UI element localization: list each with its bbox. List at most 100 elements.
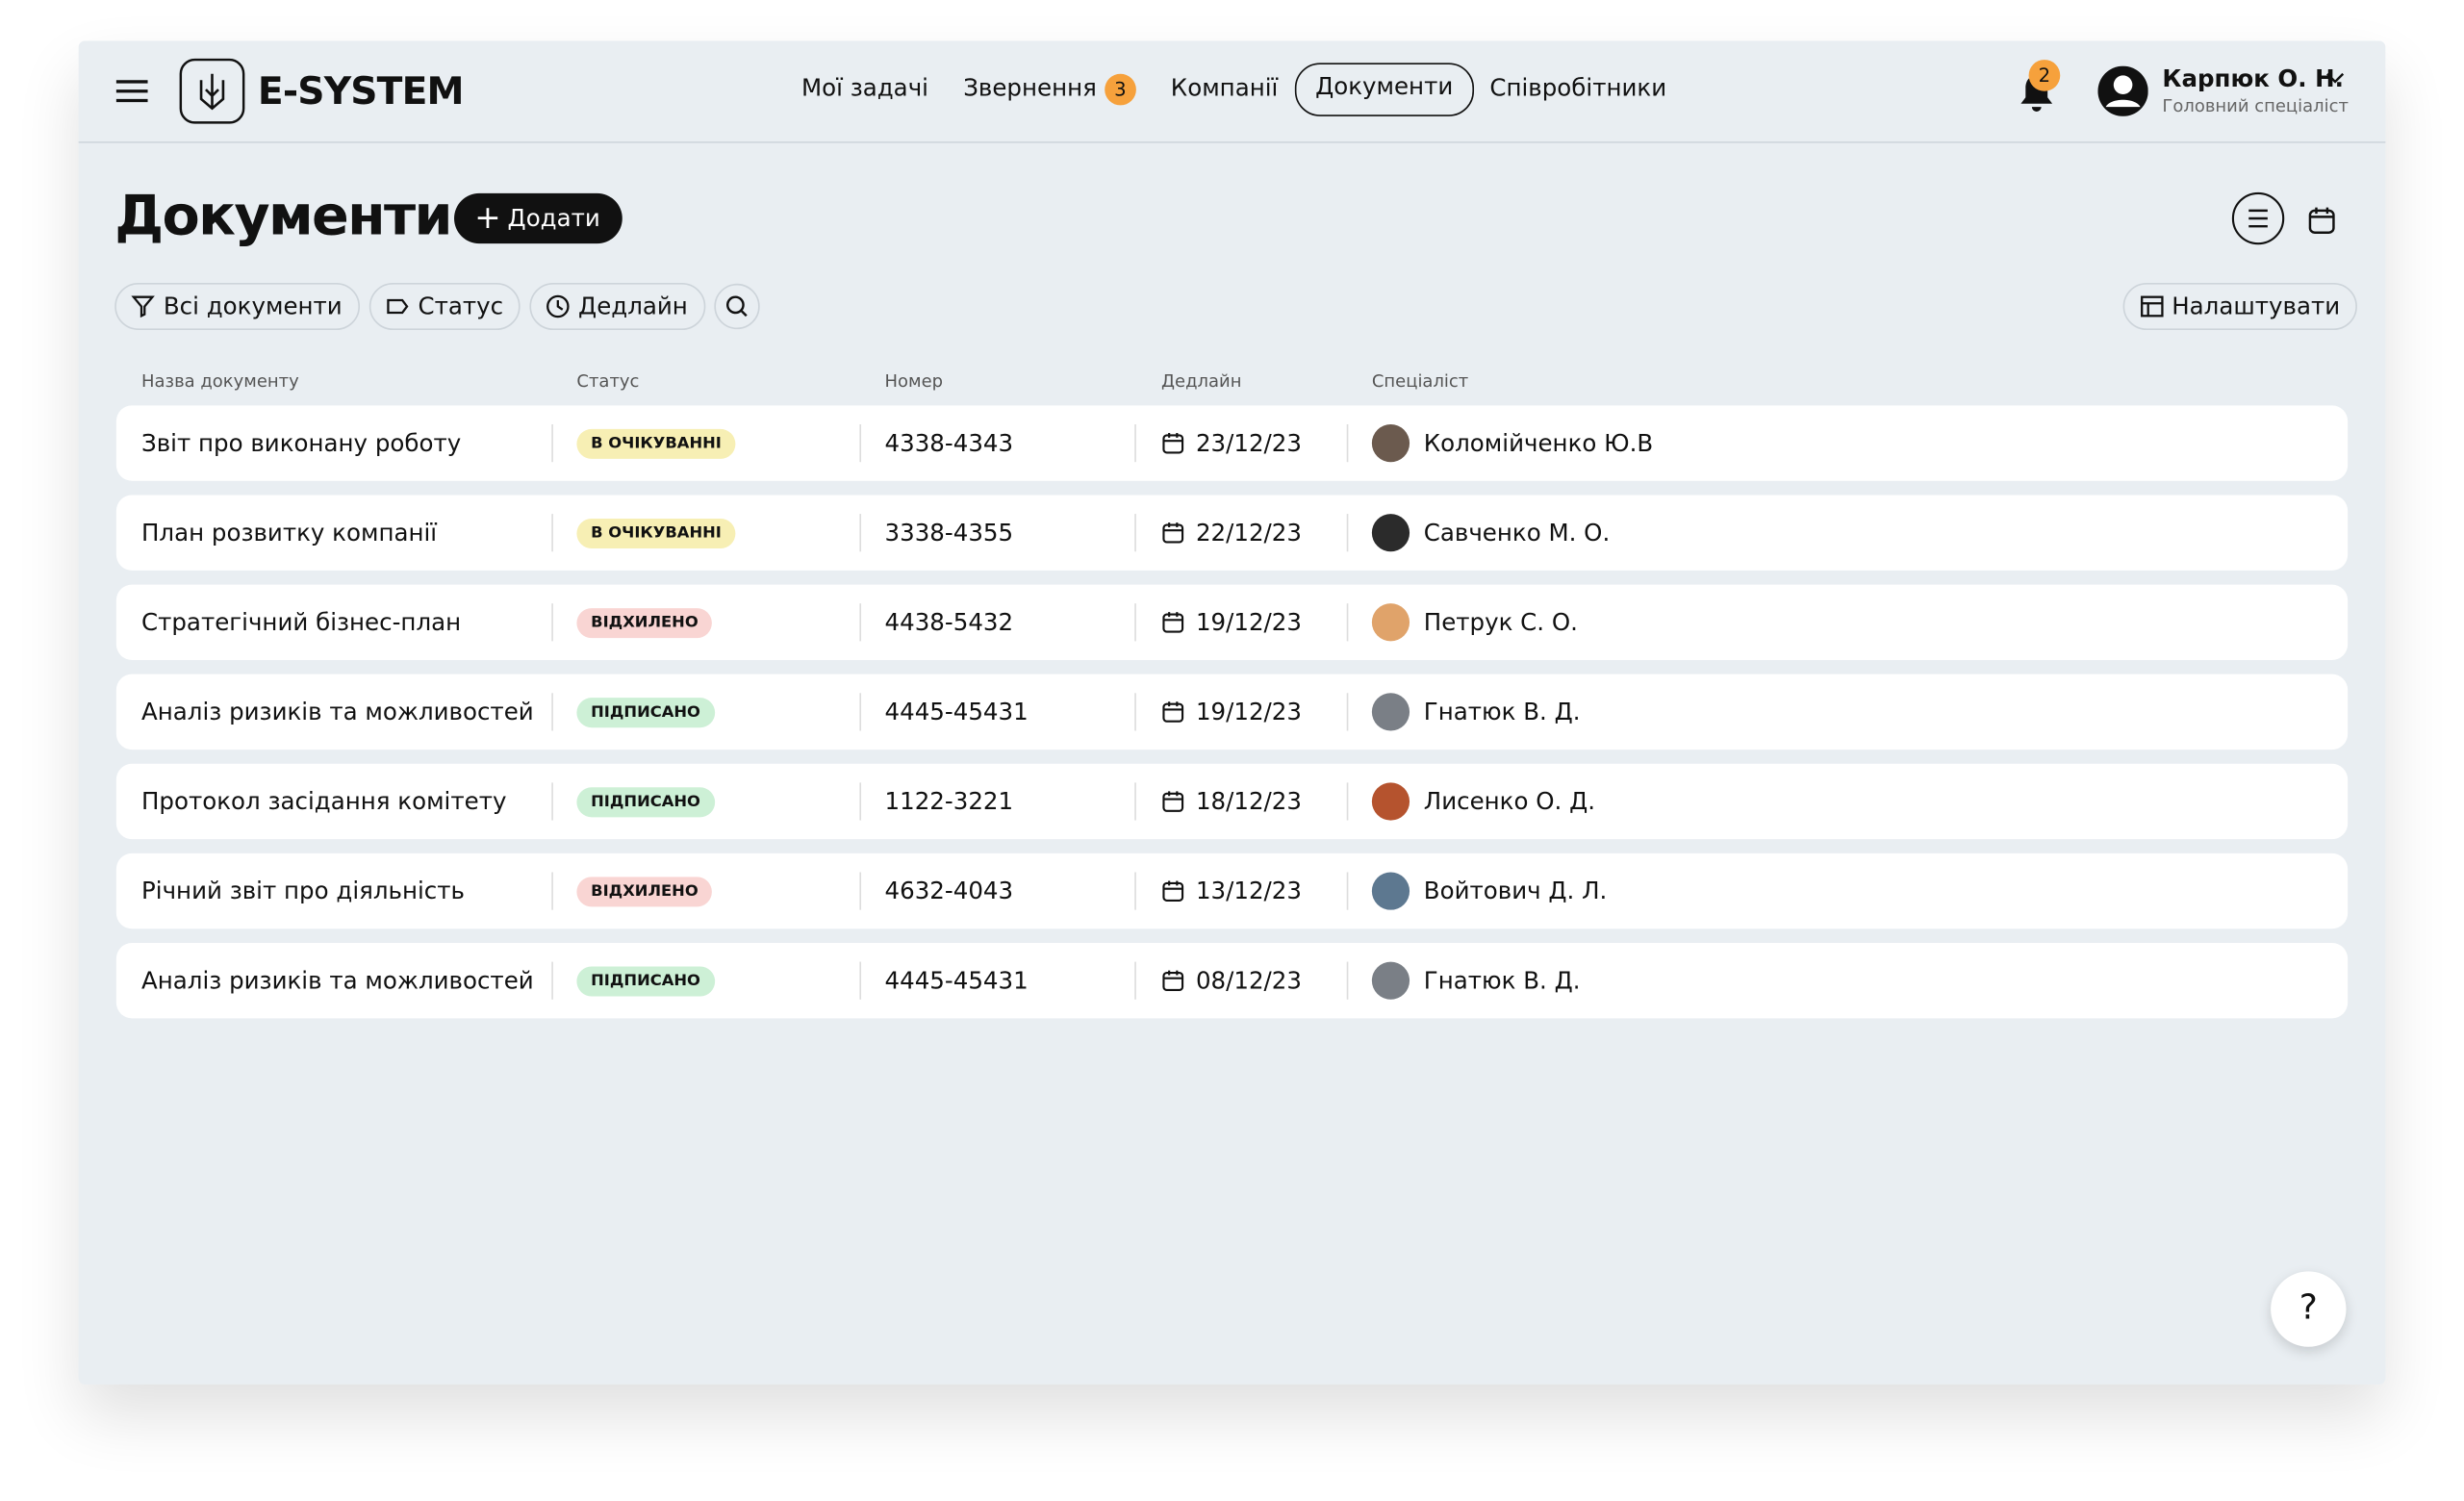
settings-button[interactable]: Налаштувати [2122, 282, 2358, 330]
nav-label: Звернення [963, 73, 1097, 103]
specialist-avatar [1371, 782, 1410, 821]
status-tag: В ОЧІКУВАННІ [576, 428, 736, 459]
document-name: Річний звіт про діяльність [140, 877, 465, 905]
document-number: 1122-3221 [884, 787, 1014, 816]
calendar-icon [1162, 970, 1184, 992]
user-avatar[interactable] [2097, 65, 2148, 116]
table-row[interactable]: Звіт про виконану роботу В ОЧІКУВАННІ 4338… [115, 405, 2349, 481]
logo-icon [179, 58, 245, 124]
filter-button[interactable]: Статус [368, 282, 521, 330]
status-tag: ВІДХИЛЕНО [576, 877, 713, 907]
chevron[interactable] [2325, 70, 2345, 86]
deadline: 19/12/23 [1195, 608, 1302, 637]
menu-icon[interactable] [114, 75, 151, 107]
column-divider [1346, 872, 1349, 910]
document-name: План розвитку компанії [140, 518, 438, 547]
table-row[interactable]: Аналіз ризиків та можливостей ПІДПИСАНО 44… [115, 942, 2349, 1019]
filter-icon [546, 294, 570, 318]
column-divider [859, 514, 862, 552]
document-number: 4338-4343 [884, 428, 1014, 458]
table-row[interactable]: Стратегічний бізнес-план ВІДХИЛЕНО 4438-54… [115, 584, 2349, 660]
filter-button[interactable]: Всі документи [114, 282, 360, 330]
column-divider [551, 872, 553, 910]
status-tag: ПІДПИСАНО [576, 966, 715, 997]
calendar-icon [1162, 880, 1184, 902]
specialist-name: Коломійченко Ю.В [1423, 428, 1654, 458]
filter-label: Дедлайн [578, 292, 688, 321]
table-row[interactable]: Аналіз ризиків та можливостей ПІДПИСАНО 44… [115, 674, 2349, 750]
nav-item[interactable]: Мої задачі [782, 63, 947, 113]
calendar-icon [1162, 701, 1184, 723]
specialist-name: Лисенко О. Д. [1423, 787, 1596, 816]
column-divider [1134, 961, 1136, 1000]
user-name[interactable]: Карпюк О. Н. [2162, 64, 2344, 93]
calendar-icon [1162, 432, 1184, 454]
specialist-avatar [1371, 423, 1410, 463]
deadline: 18/12/23 [1195, 787, 1302, 816]
calendar-icon [1162, 791, 1184, 812]
nav-item[interactable]: Компанії [1152, 63, 1297, 113]
column-header: Номер [884, 370, 944, 392]
nav-item[interactable]: Документи [1294, 63, 1474, 116]
column-divider [1346, 961, 1349, 1000]
column-divider [1346, 693, 1349, 731]
column-divider [551, 961, 553, 1000]
document-number: 4445-45431 [884, 698, 1029, 726]
status-tag: ВІДХИЛЕНО [576, 608, 713, 639]
column-divider [551, 693, 553, 731]
specialist-avatar [1371, 872, 1410, 910]
status-tag: ПІДПИСАНО [576, 787, 715, 818]
deadline: 23/12/23 [1195, 428, 1302, 458]
deadline: 22/12/23 [1195, 518, 1302, 547]
add-label: Додати [507, 204, 600, 233]
filter-button[interactable]: Дедлайн [529, 282, 705, 330]
nav-item[interactable]: Звернення 3 [945, 63, 1156, 113]
column-header: Статус [576, 370, 640, 392]
column-header: Спеціаліст [1371, 370, 1469, 392]
document-number: 4438-5432 [884, 608, 1014, 637]
column-divider [859, 782, 862, 821]
settings-label: Налаштувати [2172, 292, 2341, 321]
specialist-name: Войтович Д. Л. [1423, 877, 1608, 905]
column-header: Дедлайн [1161, 370, 1242, 392]
column-divider [1346, 782, 1349, 821]
calendar-view-button[interactable] [2307, 204, 2339, 236]
specialist-name: Гнатюк В. Д. [1423, 698, 1581, 726]
table-row[interactable]: План розвитку компанії В ОЧІКУВАННІ 3338-4… [115, 495, 2349, 571]
app-window: E-SYSTEM Мої задачі Звернення 3 Компанії Док… [78, 40, 2386, 1385]
page-title: Документи [114, 185, 452, 249]
column-divider [1134, 423, 1136, 463]
nav-item[interactable]: Співробітники [1471, 63, 1686, 113]
table-row[interactable]: Річний звіт про діяльність ВІДХИЛЕНО 4632-… [115, 852, 2349, 929]
nav-label: Компанії [1170, 73, 1279, 103]
search-button[interactable] [714, 283, 761, 330]
column-divider [1134, 872, 1136, 910]
specialist-avatar [1371, 603, 1410, 642]
column-divider [1346, 514, 1349, 552]
specialist-name: Петрук С. О. [1423, 608, 1578, 637]
column-header: Назва документу [140, 370, 299, 392]
column-divider [859, 961, 862, 1000]
document-name: Аналіз ризиків та можливостей [140, 966, 534, 995]
document-number: 4445-45431 [884, 966, 1029, 995]
nav-label: Мої задачі [800, 73, 928, 103]
column-divider [551, 782, 553, 821]
column-divider [1134, 782, 1136, 821]
list-view-button[interactable] [2231, 191, 2285, 245]
add-button[interactable]: + Додати [454, 192, 622, 244]
column-divider [859, 423, 862, 463]
nav-label: Співробітники [1489, 73, 1667, 103]
column-divider [1134, 693, 1136, 731]
table-row[interactable]: Протокол засідання комітету ПІДПИСАНО 1122… [115, 763, 2349, 840]
filter-label: Всі документи [163, 292, 343, 321]
document-number: 3338-4355 [884, 518, 1014, 547]
column-divider [551, 423, 553, 463]
column-divider [551, 514, 553, 552]
deadline: 13/12/23 [1195, 877, 1302, 905]
help-button[interactable]: ? [2271, 1271, 2347, 1347]
calendar-icon [1162, 522, 1184, 544]
filter-label: Статус [418, 292, 504, 321]
specialist-name: Савченко М. О. [1423, 518, 1611, 547]
deadline: 08/12/23 [1195, 966, 1302, 995]
specialist-name: Гнатюк В. Д. [1423, 966, 1581, 995]
